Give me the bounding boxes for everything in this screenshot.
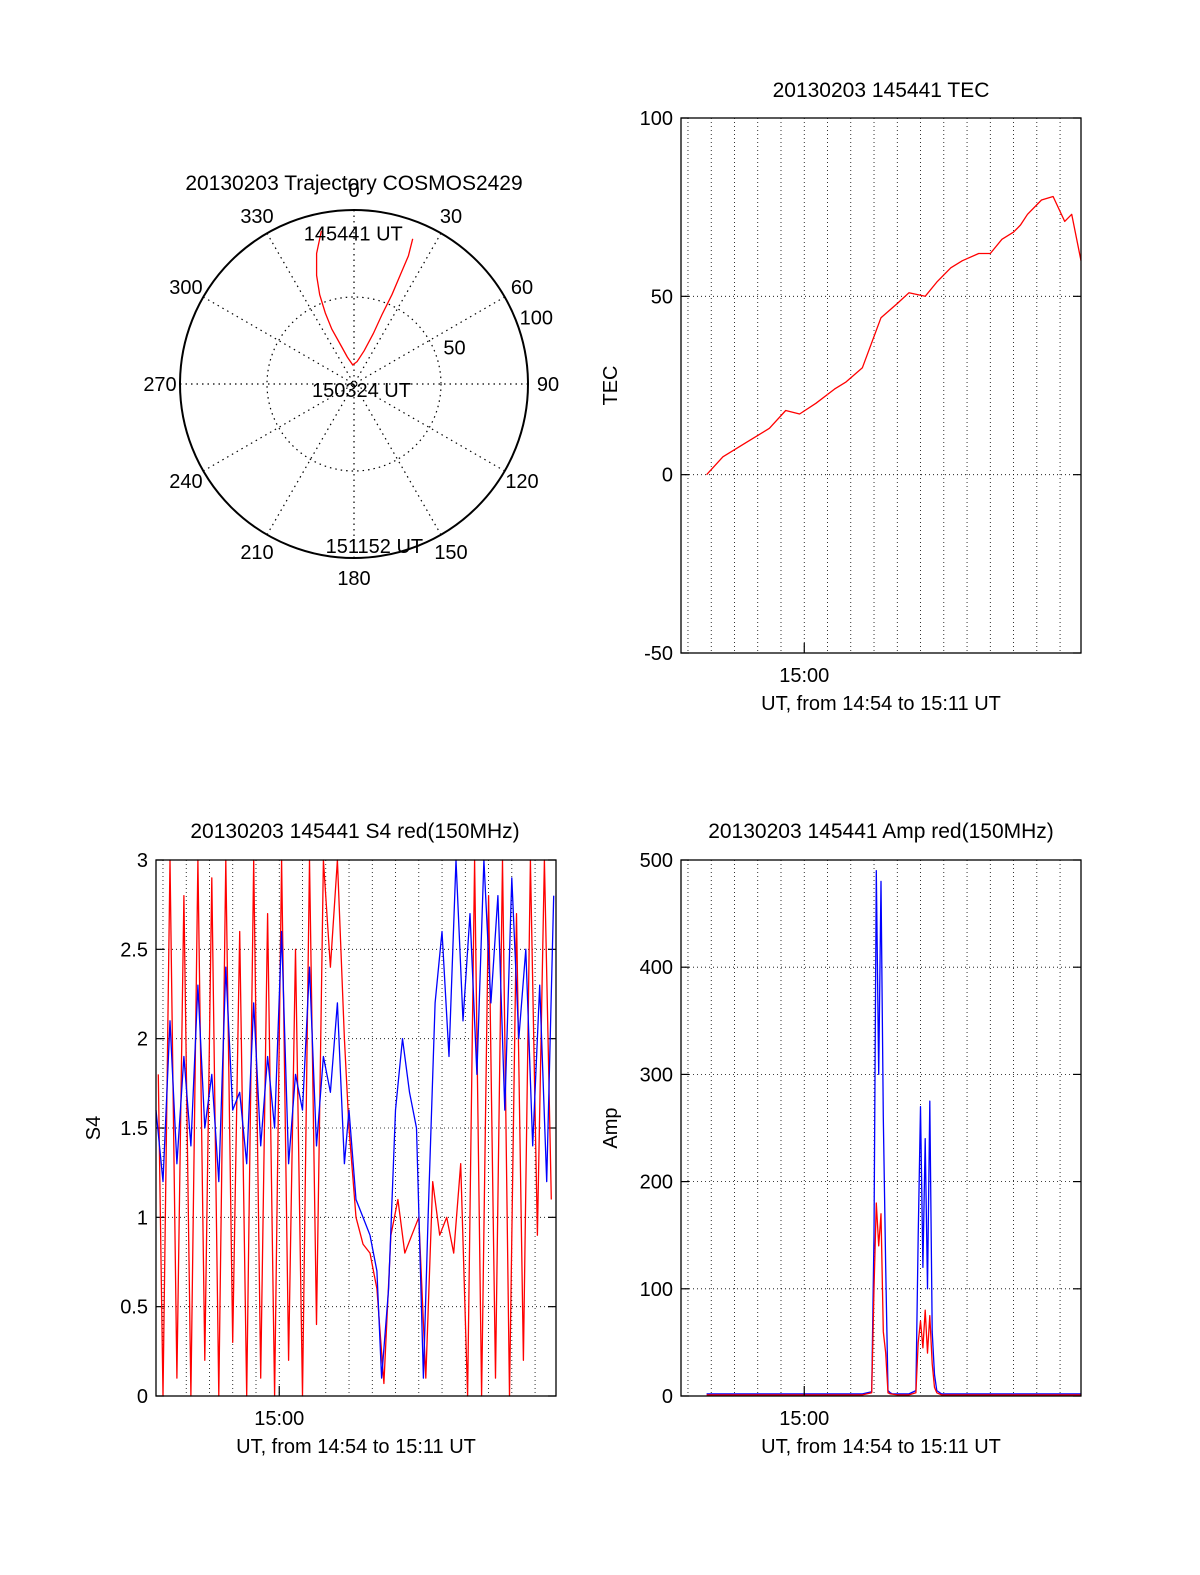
- trajectory-time-label: 151152 UT: [326, 536, 423, 558]
- polar-angle-label: 300: [169, 277, 202, 299]
- plot-frame: [680, 859, 1082, 1397]
- series-line-blue: [155, 859, 555, 1379]
- trajectory-time-label: 145441 UT: [304, 224, 403, 246]
- y-tick-label: 200: [640, 1172, 673, 1194]
- trajectory-time-label: 150324 UT: [312, 380, 411, 402]
- polar-angle-label: 180: [337, 568, 370, 590]
- y-tick-label: 1: [137, 1207, 148, 1229]
- y-tick-label: 50: [651, 286, 673, 308]
- y-axis-label: Amp: [600, 1107, 622, 1148]
- y-tick-label: 100: [640, 108, 673, 130]
- tec-plot: -50 0 50 100 15:00 UT, from 14:54 to 15:11 UT…: [600, 108, 1082, 715]
- series-line-red: [157, 859, 552, 1397]
- trajectory-title: 20130203 Trajectory COSMOS2429: [185, 172, 522, 195]
- y-axis-label: S4: [83, 1116, 105, 1140]
- plot-frame: [680, 117, 1082, 654]
- polar-angle-label: 330: [240, 206, 273, 228]
- y-tick-label: -50: [644, 643, 673, 665]
- x-tick-label: 15:00: [779, 665, 829, 687]
- x-axis-label: UT, from 14:54 to 15:11 UT: [761, 1436, 1001, 1458]
- series-line-red: [706, 195, 1082, 476]
- y-axis-label: TEC: [600, 366, 622, 406]
- y-tick-label: 300: [640, 1064, 673, 1086]
- y-tick-label: 0.5: [120, 1297, 148, 1319]
- polar-angle-label: 210: [240, 542, 273, 564]
- polar-inner-ring: [266, 296, 442, 472]
- s4-title: 20130203 145441 S4 red(150MHz): [190, 820, 519, 843]
- trajectory-line: [315, 230, 414, 366]
- s4-panel: 20130203 145441 S4 red(150MHz) 0 0.5 1 1.5 2…: [83, 820, 557, 1458]
- polar-radial-label: 50: [443, 337, 465, 359]
- amp-plot: 0 100 200 300 400 500 15:00 UT, from 14:54 to 1…: [600, 850, 1082, 1458]
- y-tick-label: 500: [640, 850, 673, 872]
- trajectory-annotations: 145441 UT 150324 UT 151152 UT: [304, 224, 423, 558]
- x-axis-label: UT, from 14:54 to 15:11 UT: [236, 1436, 476, 1458]
- y-tick-label: 2: [137, 1029, 148, 1051]
- polar-angle-label: 60: [511, 277, 533, 299]
- y-tick-label: 400: [640, 957, 673, 979]
- series-line-red: [706, 1202, 1081, 1396]
- amp-title: 20130203 145441 Amp red(150MHz): [708, 820, 1054, 843]
- series-line-blue: [706, 870, 1081, 1395]
- x-tick-label: 15:00: [779, 1408, 829, 1430]
- plot-frame: [155, 859, 557, 1397]
- y-tick-label: 1.5: [120, 1118, 148, 1140]
- tec-panel: 20130203 145441 TEC -50 0 50 100 15:00 UT, fr…: [600, 79, 1082, 715]
- y-tick-label: 100: [640, 1279, 673, 1301]
- polar-angle-label: 90: [537, 374, 559, 396]
- y-tick-label: 0: [662, 465, 673, 487]
- polar-angle-label: 30: [440, 206, 462, 228]
- y-tick-label: 3: [137, 850, 148, 872]
- x-tick-label: 15:00: [254, 1408, 304, 1430]
- trajectory-series: [315, 230, 414, 366]
- polar-angle-label: 240: [169, 471, 202, 493]
- y-tick-label: 2.5: [120, 939, 148, 961]
- polar-angle-label: 150: [434, 542, 467, 564]
- polar-angle-label: 120: [505, 471, 538, 493]
- x-axis-label: UT, from 14:54 to 15:11 UT: [761, 693, 1001, 715]
- tec-title: 20130203 145441 TEC: [773, 79, 990, 102]
- trajectory-panel: 20130203 Trajectory COSMOS2429 0 30 60 90 12…: [143, 172, 559, 590]
- y-tick-label: 0: [137, 1386, 148, 1408]
- polar-grid: [179, 209, 529, 559]
- polar-angle-label: 0: [348, 180, 359, 202]
- s4-plot: 0 0.5 1 1.5 2 2.5 3 15:00 UT, from 14:54 to 15:1…: [83, 850, 557, 1458]
- polar-radial-label: 100: [520, 308, 553, 330]
- polar-radial-labels: 50 100: [443, 308, 553, 360]
- polar-angle-labels: 0 30 60 90 120 150 180 210 240 270 300 330: [143, 180, 559, 590]
- amp-panel: 20130203 145441 Amp red(150MHz) 0 100 200 3…: [600, 820, 1082, 1458]
- polar-angle-label: 270: [143, 374, 176, 396]
- y-tick-label: 0: [662, 1386, 673, 1408]
